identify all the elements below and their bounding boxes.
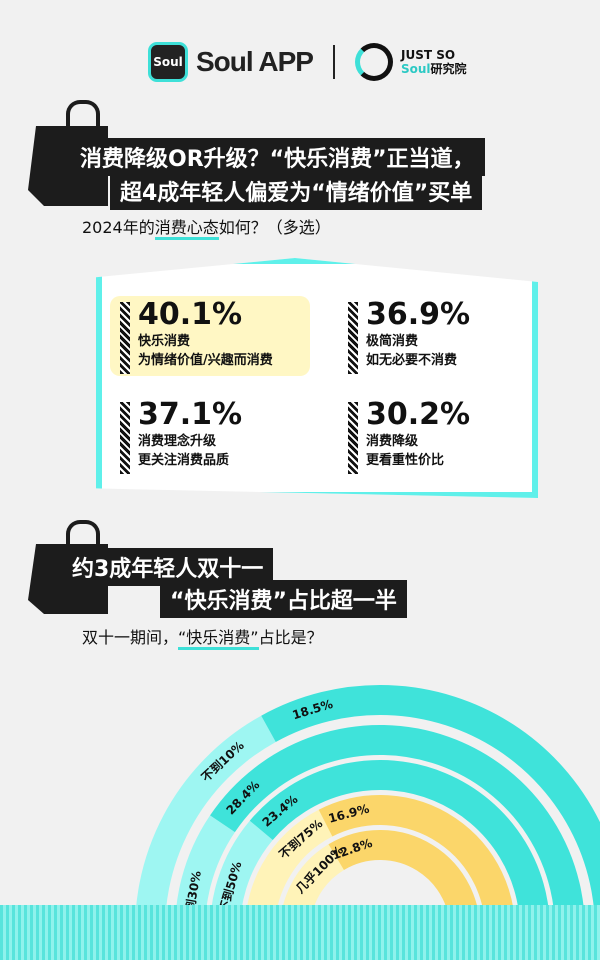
partner-institute: 研究院 — [430, 62, 467, 76]
stat-minimal-consumption: 36.9% 极简消费如无必要不消费 — [348, 297, 548, 374]
section1-title-line2: 超4成年轻人偏爱为“情绪价值”买单 — [110, 172, 483, 210]
section2-title-line1: 约3成年轻人双十一 — [62, 548, 274, 586]
stat-upgrade: 37.1% 消费理念升级 更关注消费品质 — [120, 397, 320, 474]
question-text: 如何？（多选） — [218, 218, 331, 237]
stat-label: 消费理念升级 — [138, 434, 217, 449]
stat-label: 快乐消费 — [138, 334, 191, 349]
stat-label: 极简消费 — [366, 334, 419, 349]
stat-pct: 37.1% — [138, 397, 243, 432]
stat-label: 消费降级 — [366, 434, 419, 449]
stat-downgrade: 30.2% 消费降级更看重性价比 — [348, 397, 548, 474]
question-highlight: 消费心态 — [154, 218, 219, 240]
highlight-blob — [110, 296, 310, 376]
section2-title-line2: “快乐消费”占比超一半 — [160, 580, 407, 618]
pattern-bar — [120, 402, 130, 474]
stat-pct: 36.9% — [366, 297, 471, 332]
stat-pct: 40.1% — [138, 297, 243, 332]
ring-bar-3 — [249, 760, 550, 945]
header-logos: Soul Soul APP JUST SO Soul研究院 — [148, 42, 467, 82]
pattern-bar — [120, 302, 130, 374]
question-text: 2024年的 — [82, 218, 155, 237]
stat-desc: 更关注消费品质 — [138, 453, 230, 468]
question-highlight: “快乐消费” — [178, 628, 259, 650]
section1-title-line1: 消费降级OR升级？“快乐消费”正当道， — [70, 138, 485, 176]
stat-desc: 为情绪价值/兴趣而消费 — [138, 353, 273, 368]
question-text: 双十一期间， — [82, 628, 179, 647]
soul-app-icon: Soul — [148, 42, 188, 82]
ring-bar-1 — [261, 685, 600, 950]
partner-name: JUST SO Soul研究院 — [401, 48, 467, 76]
stat-happy-consumption: 40.1% 快乐消费为情绪价值/兴趣而消费 — [120, 297, 320, 374]
stat-desc: 更看重性价比 — [366, 453, 445, 468]
question-text: 占比是？ — [258, 628, 323, 647]
section1-question: 2024年的消费心态如何？（多选） — [82, 214, 331, 240]
justso-logo-icon — [354, 43, 393, 81]
divider — [332, 45, 335, 79]
ring-bar-2 — [210, 725, 585, 948]
pattern-bar — [348, 402, 358, 474]
brand-name: Soul APP — [196, 46, 314, 77]
pattern-bar — [348, 302, 358, 374]
bag-handle-icon — [66, 520, 100, 548]
partner-soul: Soul — [400, 62, 431, 76]
partner-line1: JUST SO — [400, 48, 456, 62]
stat-pct: 30.2% — [366, 397, 471, 432]
bottom-pattern-strip — [0, 905, 600, 960]
section2-question: 双十一期间，“快乐消费”占比是？ — [82, 624, 323, 650]
stat-desc: 如无必要不消费 — [366, 353, 458, 368]
ring-bar-4 — [318, 795, 515, 942]
bag-handle-icon — [66, 100, 100, 128]
